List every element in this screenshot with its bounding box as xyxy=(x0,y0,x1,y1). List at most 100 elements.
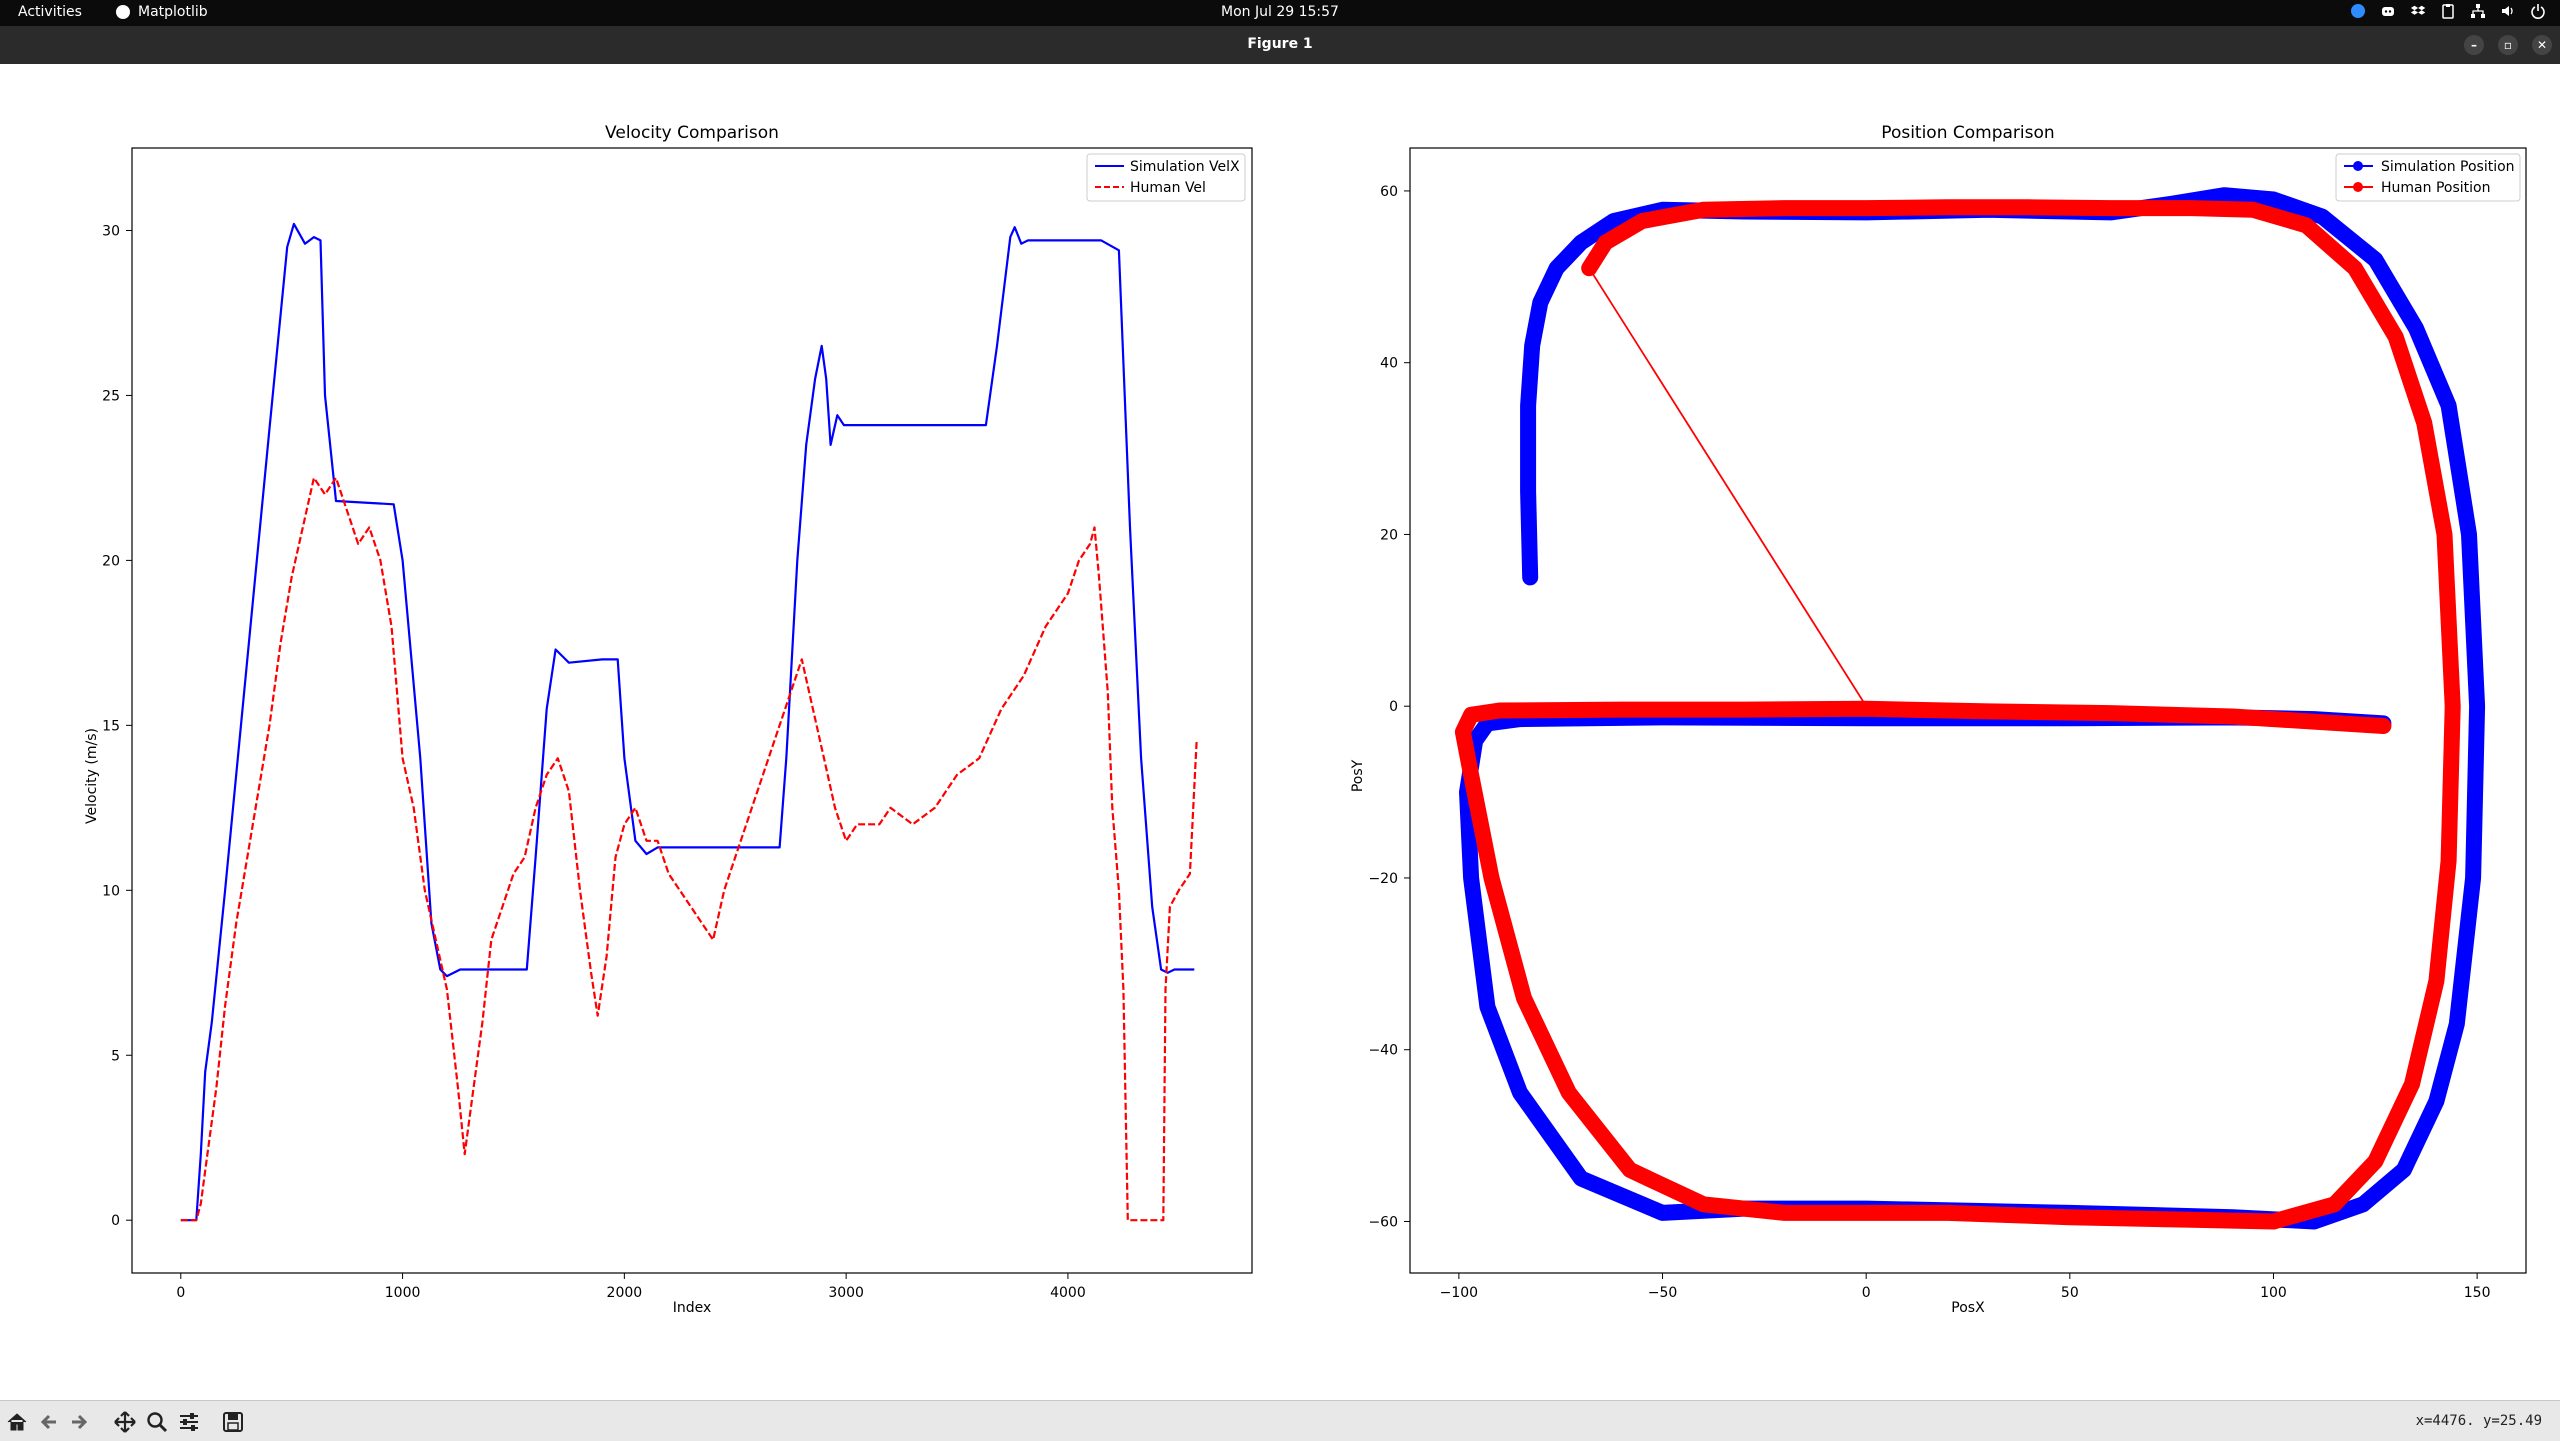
velocity-legend: Simulation VelX Human Vel xyxy=(1086,153,1246,202)
window-title-bar[interactable]: Figure 1 – ▫ ✕ xyxy=(0,26,2560,64)
simulation-position-point xyxy=(2396,1162,2411,1177)
human-position-point xyxy=(1622,1162,1637,1177)
simulation-position-point xyxy=(1574,235,1589,250)
power-icon[interactable] xyxy=(2530,3,2546,19)
zoom-icon[interactable] xyxy=(2350,3,2366,19)
simulation-position-point xyxy=(2461,527,2476,542)
legend-human-position-marker xyxy=(2353,182,2363,192)
human-position-point xyxy=(1859,701,1874,716)
y-tick-label: 5 xyxy=(111,1048,120,1064)
position-legend-box xyxy=(2335,153,2521,202)
y-tick-label: 15 xyxy=(102,718,120,734)
legend-sim-velx-label: Simulation VelX xyxy=(1130,159,1240,175)
simulation-position-point xyxy=(1549,261,1564,276)
simulation-position-point xyxy=(1606,213,1621,228)
x-tick-label: 100 xyxy=(2260,1285,2287,1301)
configure-subplots-icon[interactable] xyxy=(176,1409,202,1435)
legend-sim-position-label: Simulation Position xyxy=(2381,159,2515,175)
navigation-toolbar: x=4476. y=25.49 xyxy=(0,1400,2560,1441)
legend-human-vel-label: Human Vel xyxy=(1130,180,1206,196)
y-tick-label: −40 xyxy=(1368,1043,1398,1059)
discord-icon[interactable] xyxy=(2380,3,2396,19)
human-position-point xyxy=(2429,974,2444,989)
x-tick-label: 0 xyxy=(176,1285,185,1301)
position-x-label: PosX xyxy=(1951,1300,1985,1316)
human-position-point xyxy=(1981,704,1996,719)
simulation-position-point xyxy=(2470,699,2485,714)
human-position-point xyxy=(2246,202,2261,217)
human-position-point xyxy=(1492,703,1507,718)
forward-icon[interactable] xyxy=(66,1409,92,1435)
human-position-point xyxy=(1940,200,1955,215)
human-position-point xyxy=(1777,1205,1792,1220)
human-position-point xyxy=(1859,201,1874,216)
home-icon[interactable] xyxy=(4,1409,30,1435)
save-icon[interactable] xyxy=(220,1409,246,1435)
human-position-point xyxy=(2022,200,2037,215)
app-name: Matplotlib xyxy=(138,4,208,20)
velocity-axes: Velocity Comparison Index Velocity (m/s)… xyxy=(84,123,1253,1316)
window-title: Figure 1 xyxy=(1247,36,1313,52)
activities-button[interactable]: Activities xyxy=(18,4,82,20)
legend-sim-position-marker xyxy=(2353,161,2363,171)
velocity-y-label: Velocity (m/s) xyxy=(84,728,100,824)
human-position-point xyxy=(1561,1085,1576,1100)
pan-icon[interactable] xyxy=(112,1409,138,1435)
simulation-position-point xyxy=(2409,321,2424,336)
simulation-position-point xyxy=(1464,870,1479,885)
network-icon[interactable] xyxy=(2470,3,2486,19)
human-position-point xyxy=(2347,261,2362,276)
position-legend: Simulation Position Human Position xyxy=(2335,153,2521,202)
back-icon[interactable] xyxy=(36,1409,62,1435)
simulation-position-point xyxy=(2449,1016,2464,1031)
x-tick-label: −100 xyxy=(1440,1285,1478,1301)
human-position-point xyxy=(1859,1205,1874,1220)
human-position-point xyxy=(2445,699,2460,714)
simulation-position-point xyxy=(1521,398,1536,413)
clock[interactable]: Mon Jul 29 15:57 xyxy=(1221,4,1339,20)
human-position-point xyxy=(2299,218,2314,233)
human-position-point xyxy=(1696,1197,1711,1212)
human-position-trace xyxy=(1454,199,2461,1230)
human-position-point xyxy=(2404,1077,2419,1092)
simulation-position-point xyxy=(2466,870,2481,885)
human-position-point xyxy=(2185,201,2200,216)
simulation-position-point xyxy=(1521,484,1536,499)
human-position-point xyxy=(2417,415,2432,430)
human-position-point xyxy=(2103,706,2118,721)
simulation-position-point xyxy=(2356,1197,2371,1212)
human-position-point xyxy=(2327,1197,2342,1212)
x-tick-label: 2000 xyxy=(607,1285,643,1301)
simulation-position-point xyxy=(1523,570,1538,585)
zoom-icon[interactable] xyxy=(144,1409,170,1435)
human-position-point xyxy=(2376,718,2391,733)
simulation-position-point xyxy=(1480,999,1495,1014)
human-position-point xyxy=(1464,767,1479,782)
simulation-position-point xyxy=(1512,1085,1527,1100)
human-position-point xyxy=(2062,1210,2077,1225)
human-position-point xyxy=(1455,724,1470,739)
y-tick-label: 0 xyxy=(111,1213,120,1229)
figure-canvas[interactable]: Velocity Comparison Index Velocity (m/s)… xyxy=(0,64,2560,1400)
close-icon[interactable]: ✕ xyxy=(2532,35,2552,55)
connector-line xyxy=(1588,267,1867,707)
position-chart-title: Position Comparison xyxy=(1881,123,2054,143)
simulation-position-point xyxy=(1533,295,1548,310)
x-tick-label: −50 xyxy=(1648,1285,1678,1301)
volume-icon[interactable] xyxy=(2500,3,2516,19)
human-position-point xyxy=(1464,707,1479,722)
position-ticks: −100 −50 0 50 100 150 −60 −40 −20 0 20 40 60 xyxy=(1368,184,2490,1301)
human-position-point xyxy=(1484,870,1499,885)
dropbox-icon[interactable] xyxy=(2410,3,2426,19)
clipboard-icon[interactable] xyxy=(2440,3,2456,19)
y-tick-label: −60 xyxy=(1368,1214,1398,1230)
maximize-icon[interactable]: ▫ xyxy=(2498,35,2518,55)
human-position-point xyxy=(2266,1214,2281,1229)
human-position-point xyxy=(1598,235,1613,250)
y-tick-label: 10 xyxy=(102,883,120,899)
y-tick-label: 25 xyxy=(102,388,120,404)
x-tick-label: 1000 xyxy=(385,1285,421,1301)
velocity-chart-title: Velocity Comparison xyxy=(605,123,779,143)
minimize-icon[interactable]: – xyxy=(2464,35,2484,55)
app-menu[interactable]: Matplotlib xyxy=(116,4,208,20)
